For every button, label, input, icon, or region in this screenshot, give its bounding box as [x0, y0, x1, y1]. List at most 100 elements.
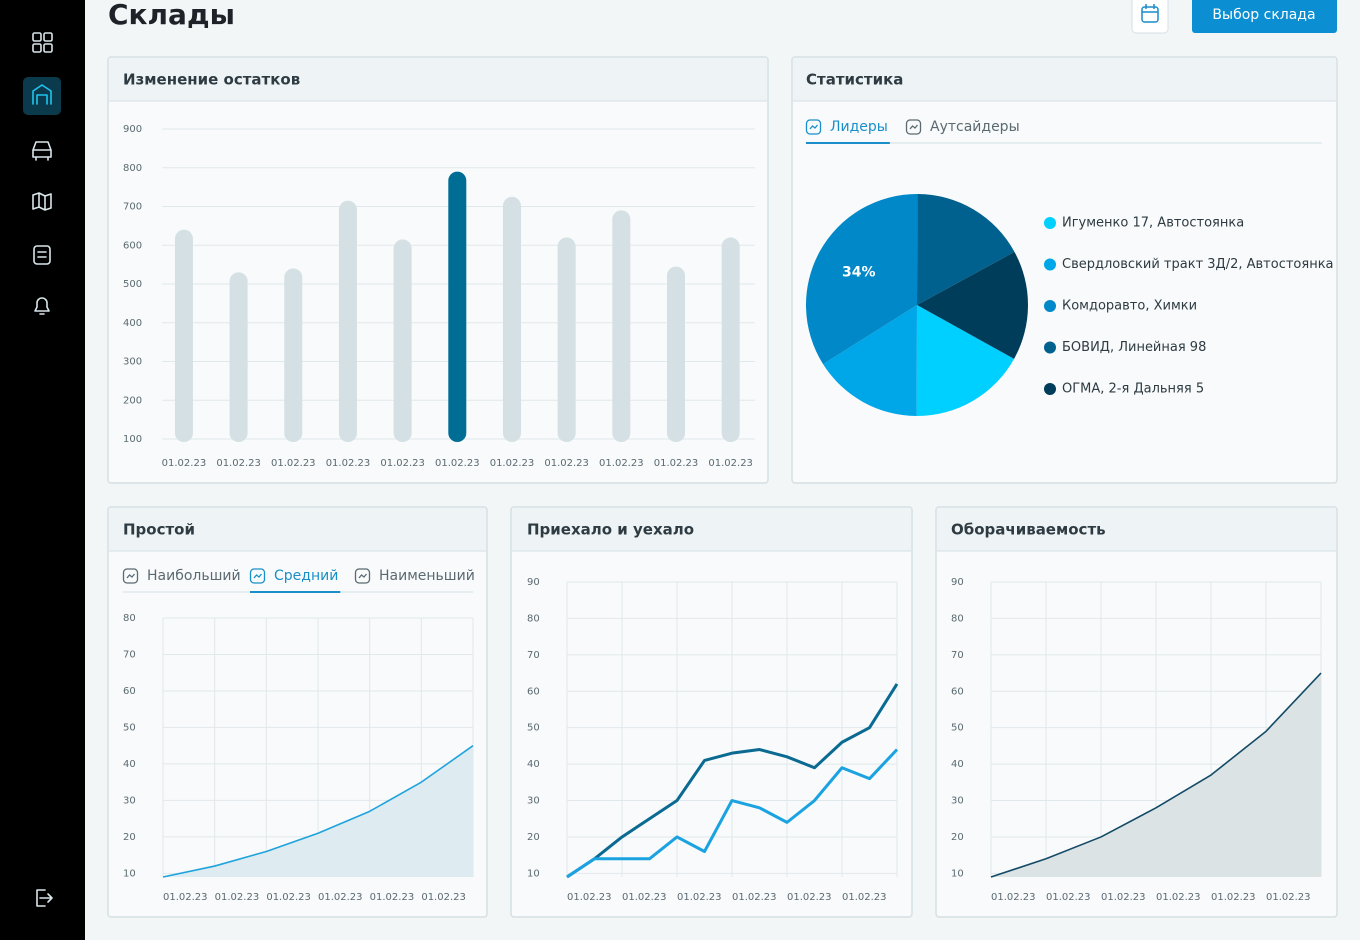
tab-label: Лидеры — [830, 119, 888, 135]
series-line — [990, 672, 1322, 878]
pie-slice — [917, 251, 1028, 359]
y-tick-label: 300 — [123, 357, 142, 368]
x-tick-label: 01.02.23 — [1211, 892, 1256, 903]
card-title: Изменение остатков — [123, 71, 300, 89]
y-tick-label: 800 — [123, 163, 142, 174]
y-tick-label: 50 — [123, 722, 136, 733]
tab-icon — [805, 119, 822, 135]
legend-label: Игуменко 17, Автостоянка — [1062, 216, 1244, 231]
bar — [174, 229, 193, 442]
bar — [448, 171, 467, 442]
tab[interactable]: Лидеры — [805, 119, 888, 135]
y-tick-label: 80 — [123, 613, 136, 624]
bar — [612, 210, 631, 442]
card: Приехало и уехало — [510, 506, 913, 918]
pie-slice — [917, 194, 1015, 305]
y-tick-label: 50 — [527, 723, 540, 734]
x-tick-label: 01.02.23 — [732, 892, 777, 903]
y-tick-label: 20 — [123, 832, 136, 843]
x-tick-label: 01.02.23 — [318, 892, 363, 903]
x-tick-label: 01.02.23 — [622, 892, 667, 903]
x-tick-label: 01.02.23 — [654, 458, 699, 469]
tab-icon — [809, 124, 818, 130]
legend-swatch — [1044, 258, 1056, 271]
legend-label: Свердловский тракт 3Д/2, Автостоянка — [1062, 257, 1334, 272]
tab-icon — [905, 119, 922, 135]
legend-swatch — [1044, 383, 1056, 395]
page-title: Склады — [108, 0, 235, 31]
tab[interactable]: Наибольший — [122, 568, 241, 584]
tab-label: Наименьший — [379, 568, 475, 584]
nav-warehouse[interactable] — [23, 77, 61, 115]
button-label: Выбор склада — [1212, 7, 1315, 23]
x-tick-label: 01.02.23 — [842, 892, 887, 903]
x-tick-label: 01.02.23 — [163, 892, 208, 903]
nav-dashboard[interactable] — [32, 32, 53, 53]
bar — [666, 266, 685, 442]
y-tick-label: 60 — [951, 686, 964, 697]
bar — [721, 237, 740, 442]
series-line — [566, 683, 899, 879]
x-tick-label: 01.02.23 — [1101, 892, 1146, 903]
x-tick-label: 01.02.23 — [435, 458, 480, 469]
x-tick-label: 01.02.23 — [490, 458, 535, 469]
y-tick-label: 10 — [123, 868, 136, 879]
x-tick-label: 01.02.23 — [544, 458, 589, 469]
nav-notifications[interactable] — [34, 297, 50, 315]
series-line — [162, 745, 474, 878]
y-tick-label: 40 — [123, 759, 136, 770]
y-tick-label: 40 — [527, 759, 540, 770]
y-tick-label: 70 — [123, 649, 136, 660]
y-tick-label: 70 — [951, 650, 964, 661]
y-tick-label: 60 — [123, 686, 136, 697]
y-tick-label: 700 — [123, 202, 142, 213]
x-tick-label: 01.02.23 — [326, 458, 371, 469]
tab-icon — [358, 573, 367, 579]
x-tick-label: 01.02.23 — [1266, 892, 1311, 903]
tab-label: Наибольший — [147, 568, 241, 584]
y-tick-label: 400 — [123, 318, 142, 329]
slice-label: 34% — [842, 265, 876, 281]
card: Изменение остатков — [107, 56, 769, 484]
x-tick-label: 01.02.23 — [708, 458, 753, 469]
pie-slice — [823, 305, 917, 416]
nav-map[interactable] — [32, 192, 52, 211]
legend-swatch — [1044, 300, 1056, 312]
x-tick-label: 01.02.23 — [162, 458, 207, 469]
y-tick-label: 600 — [123, 240, 142, 251]
x-tick-label: 01.02.23 — [567, 892, 612, 903]
legend-label: ОГМА, 2-я Дальняя 5 — [1062, 382, 1204, 397]
card-title: Статистика — [806, 71, 903, 89]
y-tick-label: 80 — [527, 613, 540, 624]
bar — [502, 196, 521, 442]
area-fill — [991, 673, 1321, 877]
y-tick-label: 500 — [123, 279, 142, 290]
y-tick-label: 900 — [123, 124, 142, 135]
y-tick-label: 40 — [951, 759, 964, 770]
tab-label: Средний — [274, 568, 338, 584]
x-tick-label: 01.02.23 — [380, 458, 425, 469]
tab[interactable]: Аутсайдеры — [905, 119, 1020, 135]
x-tick-label: 01.02.23 — [216, 458, 261, 469]
x-tick-label: 01.02.23 — [1156, 892, 1201, 903]
calendar-button[interactable] — [1131, 0, 1169, 34]
select-warehouse-button[interactable]: Выбор склада — [1192, 0, 1337, 33]
y-tick-label: 80 — [951, 613, 964, 624]
tab[interactable]: Средний — [249, 568, 339, 584]
x-tick-label: 01.02.23 — [1046, 892, 1091, 903]
x-tick-label: 01.02.23 — [991, 892, 1036, 903]
area-fill — [163, 745, 473, 877]
nav-logout[interactable] — [36, 889, 53, 907]
y-tick-label: 70 — [527, 650, 540, 661]
y-tick-label: 30 — [527, 796, 540, 807]
bar — [393, 239, 412, 442]
tab[interactable]: Наименьший — [354, 568, 475, 584]
y-tick-label: 90 — [527, 577, 540, 588]
nav-cars[interactable] — [32, 141, 52, 161]
legend-swatch — [1044, 341, 1056, 354]
y-tick-label: 30 — [951, 796, 964, 807]
tab-icon — [909, 124, 918, 130]
x-tick-label: 01.02.23 — [215, 892, 260, 903]
nav-tasks[interactable] — [33, 245, 51, 265]
